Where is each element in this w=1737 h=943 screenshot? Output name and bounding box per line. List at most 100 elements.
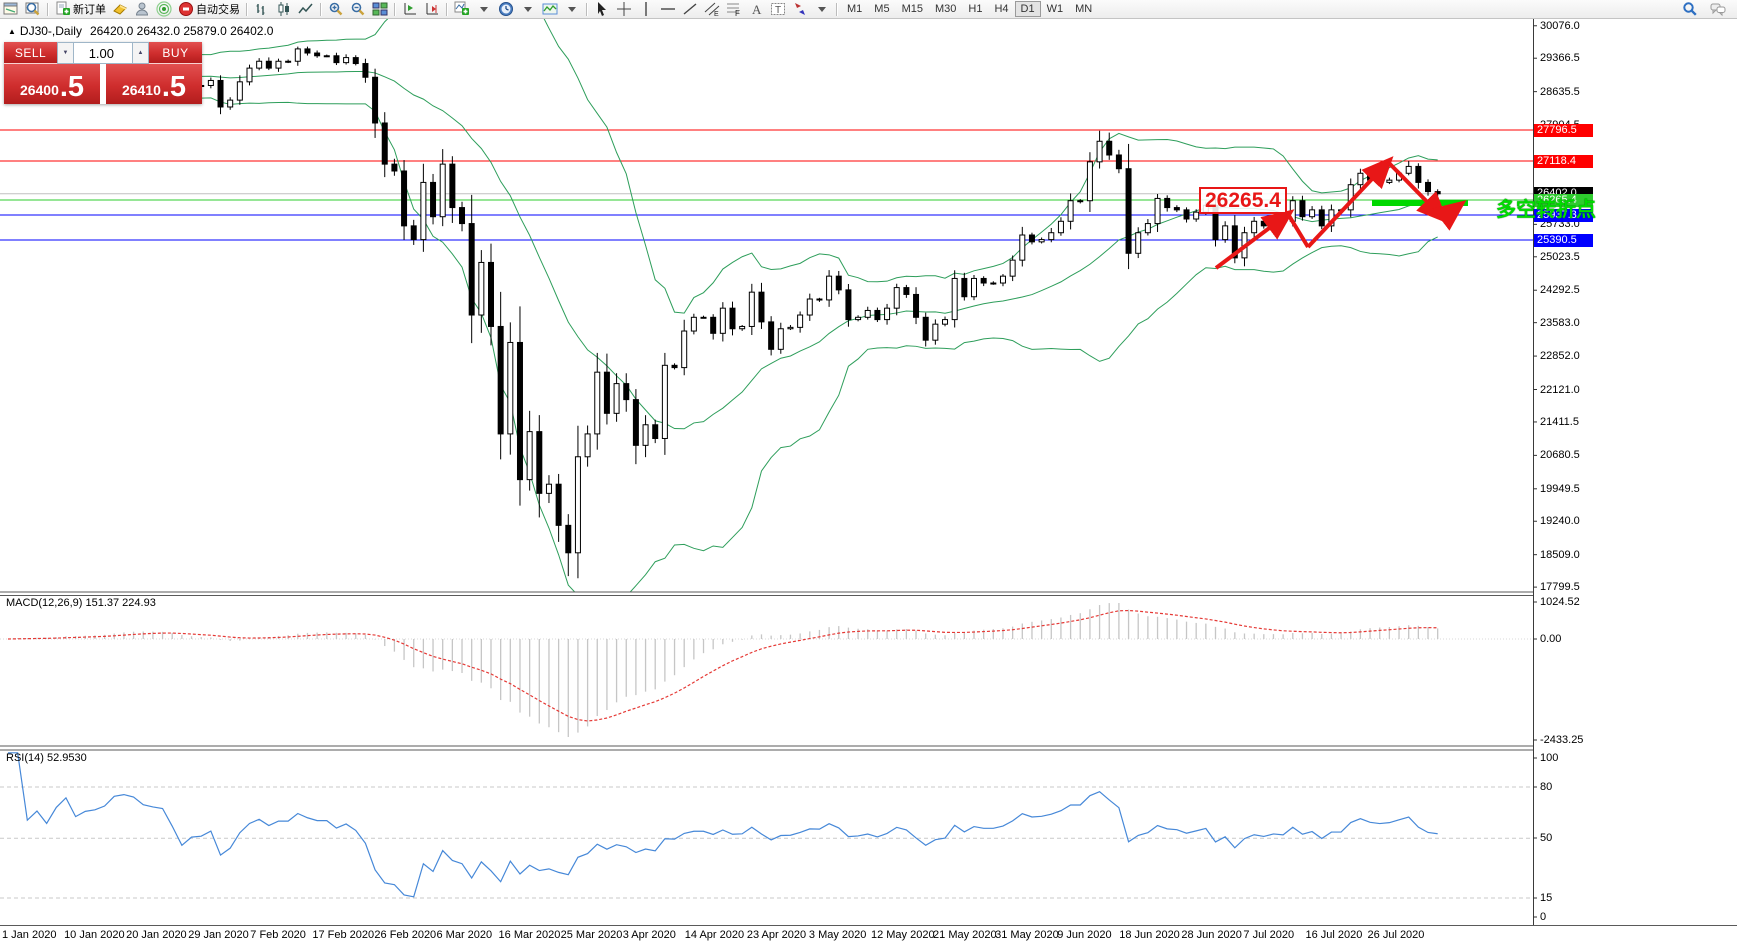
- timeframe-m5-button[interactable]: M5: [874, 3, 890, 15]
- price-tick: 30076.0: [1540, 19, 1580, 32]
- date-label: 20 Jan 2020: [126, 929, 187, 941]
- date-label: 6 Mar 2020: [436, 929, 493, 941]
- tile-windows-icon[interactable]: [369, 1, 391, 17]
- toolbar-separator: [246, 2, 248, 16]
- date-label: 26 Feb 2020: [374, 929, 437, 941]
- timeframe-m1-button[interactable]: M1: [847, 3, 863, 15]
- price-tick: 18509.0: [1540, 548, 1580, 561]
- price-tick: 19949.5: [1540, 482, 1580, 495]
- svg-text:T: T: [775, 5, 781, 16]
- timeframe-h4-button[interactable]: H4: [994, 3, 1009, 15]
- autotrade-button[interactable]: 自动交易: [175, 1, 243, 17]
- date-label: 3 May 2020: [808, 929, 867, 941]
- auto-scroll-icon[interactable]: [399, 1, 421, 17]
- line-chart-icon[interactable]: [295, 1, 317, 17]
- date-label: 21 May 2020: [933, 929, 997, 941]
- charts-window-icon[interactable]: [0, 1, 22, 17]
- price-tick: 17799.5: [1540, 581, 1580, 594]
- volume-decrease-button[interactable]: ▼: [57, 42, 74, 64]
- hline-icon[interactable]: [657, 1, 679, 17]
- price-level-label: 26265.4: [1534, 193, 1593, 207]
- timeframe-h1-button[interactable]: H1: [968, 3, 983, 15]
- date-label: 10 Jan 2020: [64, 929, 125, 941]
- data-window-icon[interactable]: [22, 1, 44, 17]
- caret-icon[interactable]: [811, 1, 833, 17]
- ohlc-values: 26420.0 26432.0 25879.0 26402.0: [89, 24, 274, 38]
- zoom-out-icon[interactable]: [347, 1, 369, 17]
- rsi-label: RSI(14) 52.9530: [6, 752, 87, 764]
- rsi-axis-label: 50: [1540, 832, 1553, 844]
- collapse-panel-icon[interactable]: ▲: [8, 27, 16, 36]
- period-icon[interactable]: [495, 1, 517, 17]
- svg-text:F: F: [735, 9, 740, 17]
- timeframe-d1-button[interactable]: D1: [1014, 1, 1041, 17]
- price-level-label: 27796.5: [1534, 123, 1593, 137]
- arrows-icon[interactable]: [789, 1, 811, 17]
- timeframe-m30-button[interactable]: M30: [934, 3, 957, 15]
- search-icon[interactable]: [1679, 1, 1701, 17]
- volume-increase-button[interactable]: ▲: [132, 42, 149, 64]
- candle-chart-icon[interactable]: [273, 1, 295, 17]
- macd-axis-label: 1024.52: [1540, 596, 1580, 608]
- timeframe-m15-button[interactable]: M15: [901, 3, 923, 15]
- date-label: 26 Jul 2020: [1367, 929, 1425, 941]
- annotation-price-note[interactable]: 26265.4: [1199, 187, 1287, 214]
- symbol-name: DJ30-,Daily: [19, 24, 82, 38]
- rsi-axis-label: 80: [1540, 781, 1553, 793]
- date-label: 14 Apr 2020: [684, 929, 745, 941]
- community-icon[interactable]: [131, 1, 153, 17]
- toolbar-separator: [446, 2, 448, 16]
- date-label: 16 Jul 2020: [1305, 929, 1363, 941]
- label-icon[interactable]: T: [767, 1, 789, 17]
- price-tick: 20680.5: [1540, 449, 1580, 462]
- sell-price-button[interactable]: 26400.5: [4, 64, 100, 104]
- buy-price-button[interactable]: 26410.5: [106, 64, 202, 104]
- price-tick: 25023.5: [1540, 250, 1580, 263]
- chart-title: ▲ DJ30-,Daily 26420.0 26432.0 25879.0 2640…: [8, 24, 273, 38]
- deposit-icon[interactable]: [109, 1, 131, 17]
- bar-chart-icon[interactable]: [251, 1, 273, 17]
- price-tick: 29366.5: [1540, 52, 1580, 65]
- trendline-icon[interactable]: [679, 1, 701, 17]
- toolbar-separator: [320, 2, 322, 16]
- date-label: 3 Apr 2020: [622, 929, 676, 941]
- zoom-in-icon[interactable]: [325, 1, 347, 17]
- channel-icon[interactable]: E: [701, 1, 723, 17]
- caret-icon[interactable]: [517, 1, 539, 17]
- crosshair-icon[interactable]: [613, 1, 635, 17]
- buy-button[interactable]: BUY: [149, 42, 202, 64]
- timeframe-mn-button[interactable]: MN: [1075, 3, 1093, 15]
- vline-icon[interactable]: [635, 1, 657, 17]
- date-label: 29 Jan 2020: [188, 929, 249, 941]
- fibonacci-icon[interactable]: F: [723, 1, 745, 17]
- indicators-icon[interactable]: [451, 1, 473, 17]
- sell-button[interactable]: SELL: [4, 42, 57, 64]
- main-toolbar: 新订单 自动交易 E F A T M1 M5 M15 M30 H1 H4 D1 W1 MN: [0, 0, 1737, 19]
- date-label: 7 Feb 2020: [250, 929, 306, 941]
- text-icon[interactable]: A: [745, 1, 767, 17]
- new-order-button[interactable]: 新订单: [52, 1, 109, 17]
- timeframe-w1-button[interactable]: W1: [1046, 3, 1064, 15]
- template-icon[interactable]: [539, 1, 561, 17]
- annotation-turning-point[interactable]: 多空转折点: [1496, 199, 1596, 221]
- price-level-label: 25937.3: [1534, 208, 1593, 222]
- caret-icon[interactable]: [561, 1, 583, 17]
- date-label: 9 Jun 2020: [1057, 929, 1112, 941]
- price-level-label: 27118.4: [1534, 154, 1593, 168]
- signals-icon[interactable]: [153, 1, 175, 17]
- rsi-axis-label: 15: [1540, 892, 1553, 904]
- cursor-icon[interactable]: [591, 1, 613, 17]
- date-label: 18 Jun 2020: [1119, 929, 1180, 941]
- macd-axis-label: 0.00: [1540, 633, 1562, 645]
- date-label: 7 Jul 2020: [1243, 929, 1295, 941]
- date-label: 25 Mar 2020: [560, 929, 623, 941]
- caret-icon[interactable]: [473, 1, 495, 17]
- price-level-label: 25390.5: [1534, 233, 1593, 247]
- chat-icon[interactable]: [1707, 1, 1729, 17]
- volume-input[interactable]: 1.00: [74, 42, 132, 64]
- price-tick: 24292.5: [1540, 284, 1580, 297]
- toolbar-separator: [47, 2, 49, 16]
- chart-shift-icon[interactable]: [421, 1, 443, 17]
- rsi-axis-label: 100: [1540, 752, 1559, 764]
